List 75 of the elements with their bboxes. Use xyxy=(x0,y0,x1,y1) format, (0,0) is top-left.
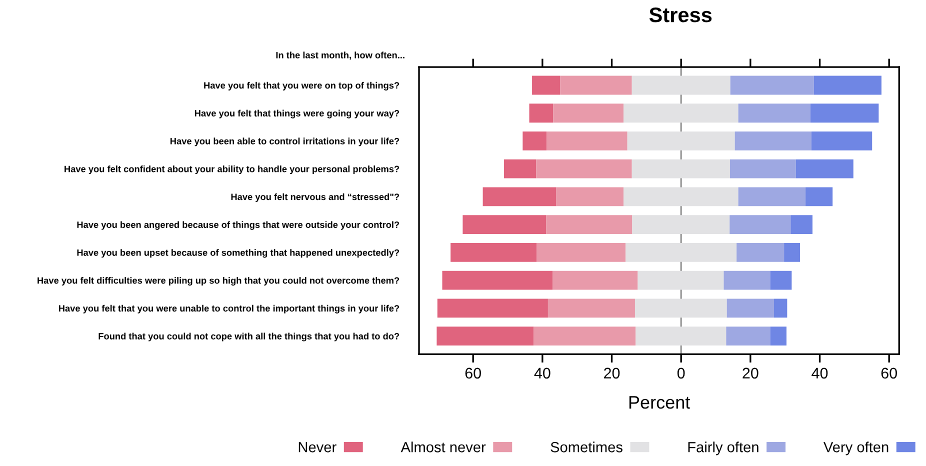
bar xyxy=(790,215,812,234)
bar xyxy=(548,298,635,318)
bar xyxy=(636,326,726,346)
bar xyxy=(770,326,786,346)
x-axis-title: Percent xyxy=(629,396,690,409)
bar xyxy=(734,131,812,150)
bar xyxy=(730,159,796,178)
x-tick-label: 20 xyxy=(742,368,758,379)
legend-label: Almost never xyxy=(400,442,486,452)
bar xyxy=(634,298,727,318)
bar xyxy=(624,104,738,123)
bar xyxy=(632,215,730,234)
legend-label: Very often xyxy=(824,442,888,456)
bar xyxy=(738,187,806,206)
bar xyxy=(442,270,552,290)
x-tick-label: 0 xyxy=(677,368,685,379)
y-tick-label: Have you felt difficulties were piling up so high that you could not overcome them? xyxy=(38,276,400,286)
bar xyxy=(560,76,632,95)
bar xyxy=(450,242,537,262)
legend-label: Never xyxy=(298,442,336,452)
bar xyxy=(736,242,784,262)
bar xyxy=(546,131,628,150)
bar xyxy=(730,76,814,95)
bar xyxy=(770,270,792,290)
y-tick-label: Have you been angered because of things that were outside your control? xyxy=(77,221,400,230)
bar xyxy=(536,159,632,178)
bar xyxy=(814,76,882,95)
y-tick-label: Have you felt that you were unable to control the important things in your life? xyxy=(58,304,400,314)
y-tick-label: Have you been able to control irritations in your life? xyxy=(170,138,400,146)
bar xyxy=(626,242,737,262)
bar xyxy=(738,104,810,123)
y-tick-label: Have you felt nervous and “stressed"? xyxy=(231,193,400,202)
bar xyxy=(632,159,730,178)
bar xyxy=(553,104,624,123)
bar xyxy=(632,76,730,95)
bar xyxy=(552,270,638,290)
bar xyxy=(624,187,738,206)
bar xyxy=(534,326,636,346)
y-tick-label: Have you been upset because of something that happened unexpectedly? xyxy=(77,249,400,258)
legend-label: Fairly often xyxy=(688,442,758,456)
x-tick-label: 40 xyxy=(812,368,828,379)
bar xyxy=(724,270,770,290)
bar xyxy=(522,131,547,150)
bar xyxy=(556,187,624,206)
bar xyxy=(726,326,770,346)
bar xyxy=(810,104,879,123)
bar xyxy=(811,131,872,150)
bar xyxy=(774,298,788,318)
bar xyxy=(796,159,854,178)
text: In the last month, how often... xyxy=(276,52,404,60)
bar xyxy=(730,215,791,234)
bar xyxy=(482,187,556,206)
bar xyxy=(726,298,774,318)
y-tick-label: Found that you could not cope with all the things that you had to do? xyxy=(98,332,400,342)
bar xyxy=(529,104,554,123)
x-tick-label: 60 xyxy=(881,368,897,379)
legend-label: Sometimes xyxy=(550,442,622,452)
y-tick-label: Have you felt that things were going your way? xyxy=(194,110,400,118)
bar xyxy=(437,298,548,318)
bar xyxy=(638,270,724,290)
y-tick-label: Have you felt that you were on top of things? xyxy=(204,82,400,90)
bar xyxy=(784,242,800,262)
chart-title: Stress xyxy=(649,8,712,22)
bar xyxy=(504,159,536,178)
y-tick-label: Have you felt confident about your ability to handle your personal problems? xyxy=(64,166,400,174)
bar xyxy=(546,215,632,234)
x-tick-label: 20 xyxy=(604,368,620,379)
bar xyxy=(532,76,560,95)
bar xyxy=(436,326,534,346)
bar xyxy=(462,215,546,234)
x-tick-label: 60 xyxy=(465,368,481,379)
x-tick-label: 40 xyxy=(534,368,550,379)
bar xyxy=(627,131,735,150)
bar xyxy=(536,242,626,262)
bar xyxy=(806,187,833,206)
